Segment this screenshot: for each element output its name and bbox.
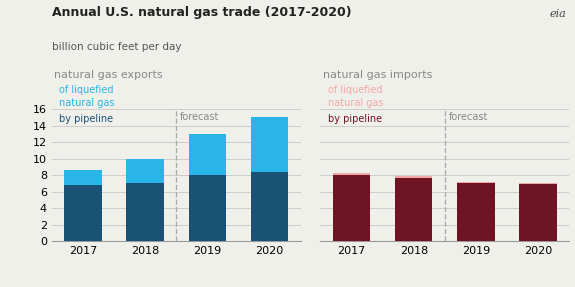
Bar xyxy=(251,172,288,241)
Text: of liquefied
natural gas: of liquefied natural gas xyxy=(59,85,115,108)
Bar xyxy=(126,158,164,183)
Bar xyxy=(457,182,494,183)
Text: natural gas imports: natural gas imports xyxy=(323,70,432,80)
Bar xyxy=(333,172,370,175)
Bar xyxy=(189,134,226,175)
Bar xyxy=(64,170,102,185)
Text: forecast: forecast xyxy=(448,112,488,122)
Bar xyxy=(64,185,102,241)
Text: by pipeline: by pipeline xyxy=(59,114,113,124)
Text: by pipeline: by pipeline xyxy=(328,114,382,124)
Bar xyxy=(519,184,557,241)
Text: billion cubic feet per day: billion cubic feet per day xyxy=(52,42,181,52)
Bar xyxy=(457,183,494,241)
Text: natural gas exports: natural gas exports xyxy=(54,70,163,80)
Text: eia: eia xyxy=(550,9,566,19)
Bar xyxy=(519,183,557,184)
Text: of liquefied
natural gas: of liquefied natural gas xyxy=(328,85,384,108)
Bar xyxy=(189,175,226,241)
Text: forecast: forecast xyxy=(180,112,219,122)
Bar xyxy=(395,178,432,241)
Bar xyxy=(251,117,288,172)
Text: Annual U.S. natural gas trade (2017-2020): Annual U.S. natural gas trade (2017-2020… xyxy=(52,6,351,19)
Bar xyxy=(333,175,370,241)
Bar xyxy=(395,176,432,178)
Bar xyxy=(126,183,164,241)
